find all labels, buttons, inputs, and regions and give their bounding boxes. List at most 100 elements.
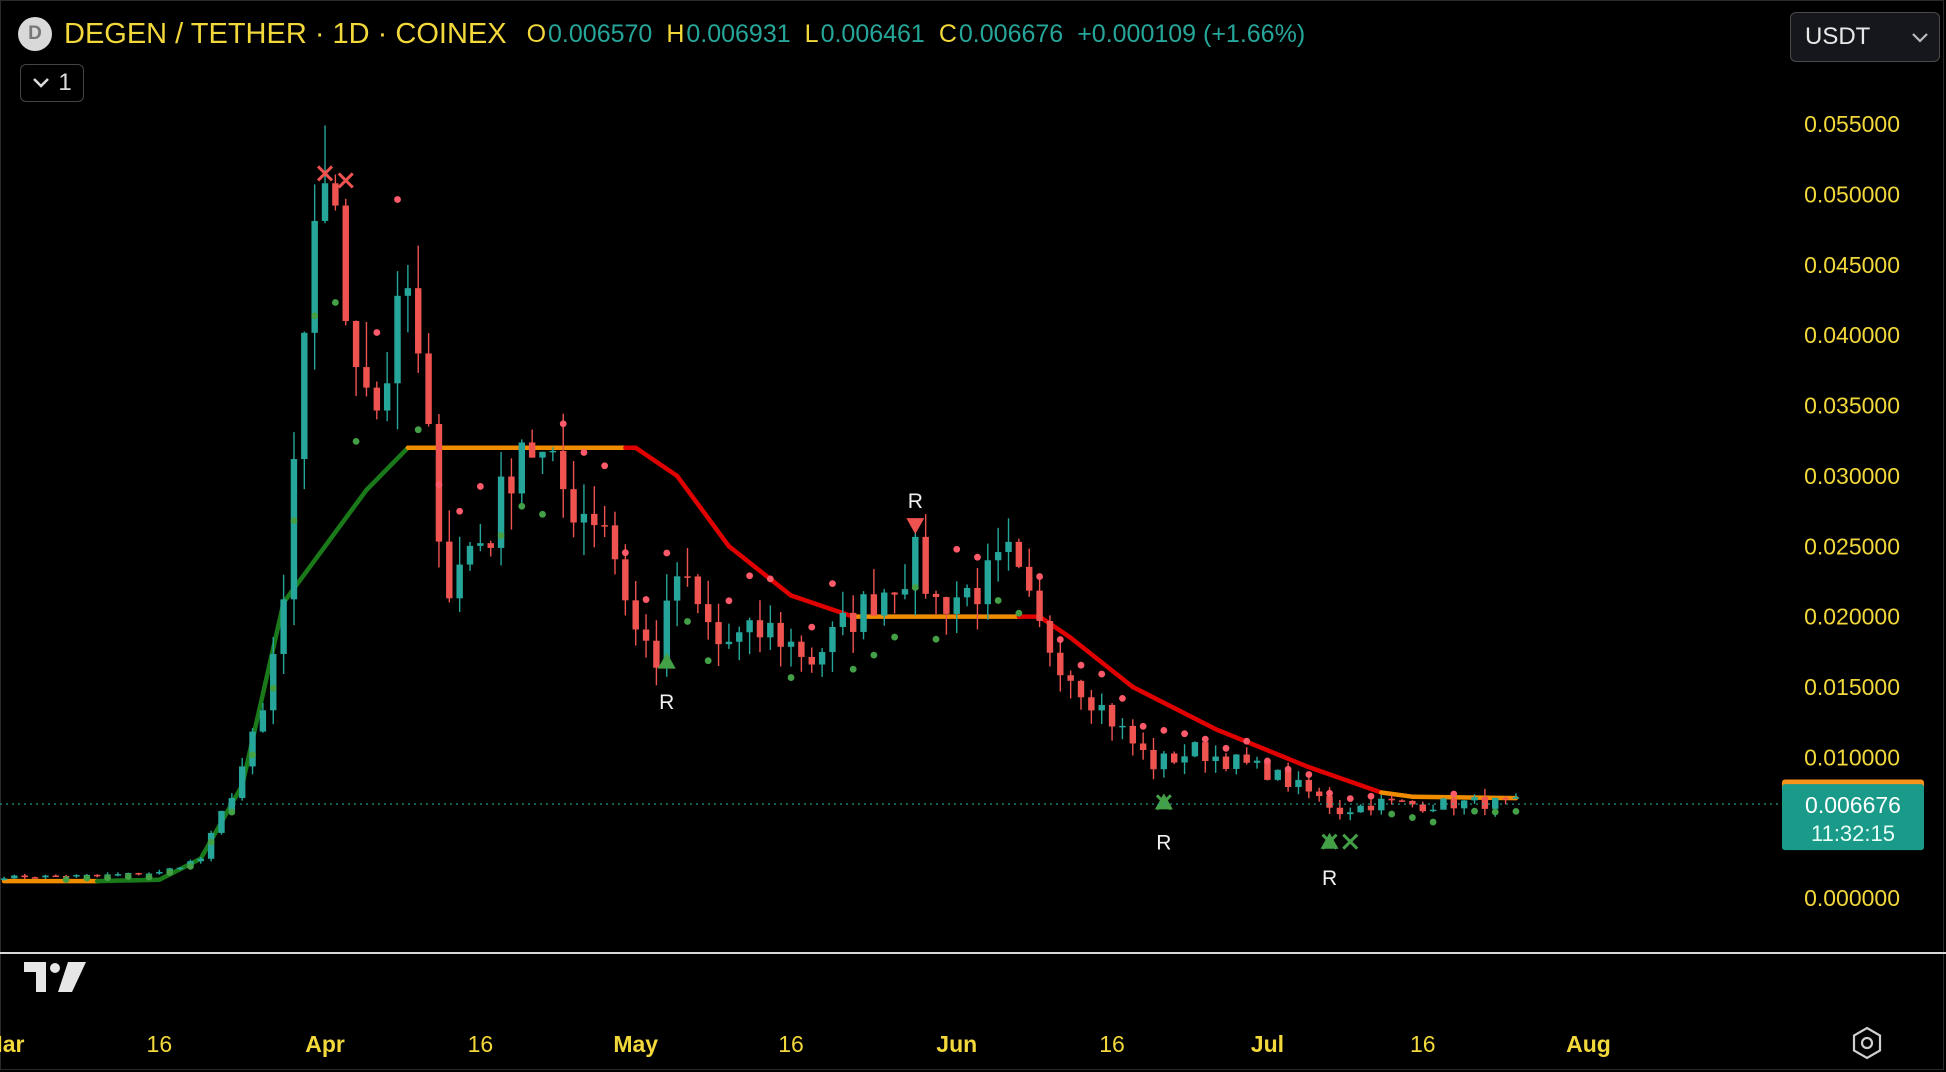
x-tick-label: 16 [1410, 1031, 1436, 1057]
trail-dot [249, 751, 256, 759]
y-tick-label: 0.030000 [1804, 463, 1900, 489]
trail-dot [725, 597, 733, 605]
trail-dot [83, 874, 91, 882]
candle-body [301, 332, 308, 460]
candle-body [477, 543, 484, 546]
trail-dot [435, 481, 443, 488]
ohlc-open-value: 0.006570 [548, 19, 653, 48]
x-tick-label: Aug [1566, 1031, 1611, 1057]
candle-body [1139, 743, 1147, 751]
x-tick-label: Mar [0, 1031, 24, 1057]
x-tick-label: 16 [1099, 1031, 1125, 1057]
trail-dot [228, 808, 236, 816]
trail-dot [994, 597, 1002, 604]
ohlc-close: C0.006676 [939, 20, 1063, 49]
buy-signal-triangle [657, 652, 676, 669]
price-change: +0.000109 (+1.66%) [1077, 19, 1306, 48]
candle-body [1212, 756, 1219, 762]
ohlc-high-value: 0.006931 [686, 19, 791, 48]
candle-body [798, 641, 805, 657]
candle-body [808, 656, 815, 665]
trail-dot [1284, 765, 1292, 773]
candle-body [570, 489, 577, 523]
x-tick-label: Jun [936, 1031, 977, 1057]
trail-dot [394, 196, 401, 203]
candle-body [176, 867, 184, 870]
y-tick-label: 0.045000 [1804, 252, 1900, 278]
ma-segment [1037, 614, 1073, 640]
ohlc-high: H0.006931 [666, 20, 790, 49]
candle-body [1315, 791, 1323, 797]
time-axis[interactable]: Mar 16 Apr 16 May 16 Jun 16 Jul 16 Aug [0, 1031, 1611, 1057]
candle-body [818, 652, 826, 665]
cross-stroke [1321, 833, 1338, 850]
collapse-indicators-button[interactable]: 1 [20, 64, 84, 102]
moving-average-line [1, 445, 1519, 884]
tradingview-logo-icon[interactable] [24, 960, 94, 994]
candle-body [860, 594, 867, 632]
cross-stroke [1342, 833, 1359, 850]
x-tick-label: 16 [147, 1031, 173, 1057]
candle-body [642, 629, 650, 641]
candle-body [580, 513, 588, 523]
trail-dot [1491, 808, 1499, 816]
candle-body [756, 620, 764, 638]
trail-dot [746, 572, 754, 580]
trail-dot [642, 596, 650, 603]
candle-body [1512, 797, 1520, 799]
trail-dot [207, 838, 215, 846]
trail-dot [145, 873, 153, 881]
candle-body [539, 451, 546, 458]
candle-body [332, 183, 339, 206]
candle-body [1077, 680, 1085, 698]
candle-body [1150, 750, 1157, 770]
currency-label: USDT [1805, 23, 1871, 50]
currency-select[interactable]: USDT [1790, 12, 1940, 62]
trail-dot [331, 299, 339, 306]
trail-dot [808, 623, 816, 631]
candle-body [953, 597, 960, 614]
candle-body [73, 875, 80, 877]
trail-dot [456, 507, 464, 515]
candle-body [1119, 725, 1126, 728]
candle-body [1305, 779, 1313, 792]
candle-body [1481, 797, 1489, 809]
candle-body [1222, 756, 1230, 769]
candle-body [1191, 742, 1199, 757]
current-price-tag [1782, 784, 1924, 851]
candle-body [456, 564, 463, 599]
ma-segment [1306, 764, 1384, 795]
chevron-down-icon [1912, 33, 1928, 43]
y-tick-label: 0.010000 [1804, 744, 1900, 770]
candle-body [1160, 753, 1168, 770]
candle-body [1295, 779, 1302, 787]
trail-dot [290, 517, 298, 524]
candle-body [653, 640, 660, 668]
sell-signal-triangle [906, 518, 925, 535]
ma-segment [1379, 790, 1415, 799]
trail-dot [352, 438, 360, 445]
trail-dot [1201, 735, 1209, 743]
trail-dot [476, 483, 484, 490]
candle-body [114, 874, 122, 876]
pane-separator[interactable] [0, 952, 1946, 954]
trail-dot [311, 312, 319, 320]
trailing-dots [62, 196, 1520, 883]
chart-header: D DEGEN / TETHER · 1D · COINEX O0.006570… [18, 14, 1305, 54]
symbol-title[interactable]: DEGEN / TETHER · 1D · COINEX [64, 17, 507, 50]
settings-gear-icon[interactable] [1850, 1026, 1884, 1060]
trail-dot [518, 502, 526, 510]
signal-label: R [908, 490, 923, 513]
trail-dot [539, 510, 546, 518]
y-tick-label: 0.040000 [1804, 322, 1900, 348]
trail-dot [166, 869, 174, 876]
candle-body [93, 874, 101, 877]
ma-segment [1213, 726, 1312, 770]
candle-body [1419, 804, 1426, 812]
candle-body [984, 560, 992, 605]
candle-body [487, 543, 494, 548]
price-axis[interactable]: 0.000000 0.010000 0.015000 0.020000 0.025000… [1804, 111, 1900, 911]
candle-body [1046, 620, 1054, 653]
